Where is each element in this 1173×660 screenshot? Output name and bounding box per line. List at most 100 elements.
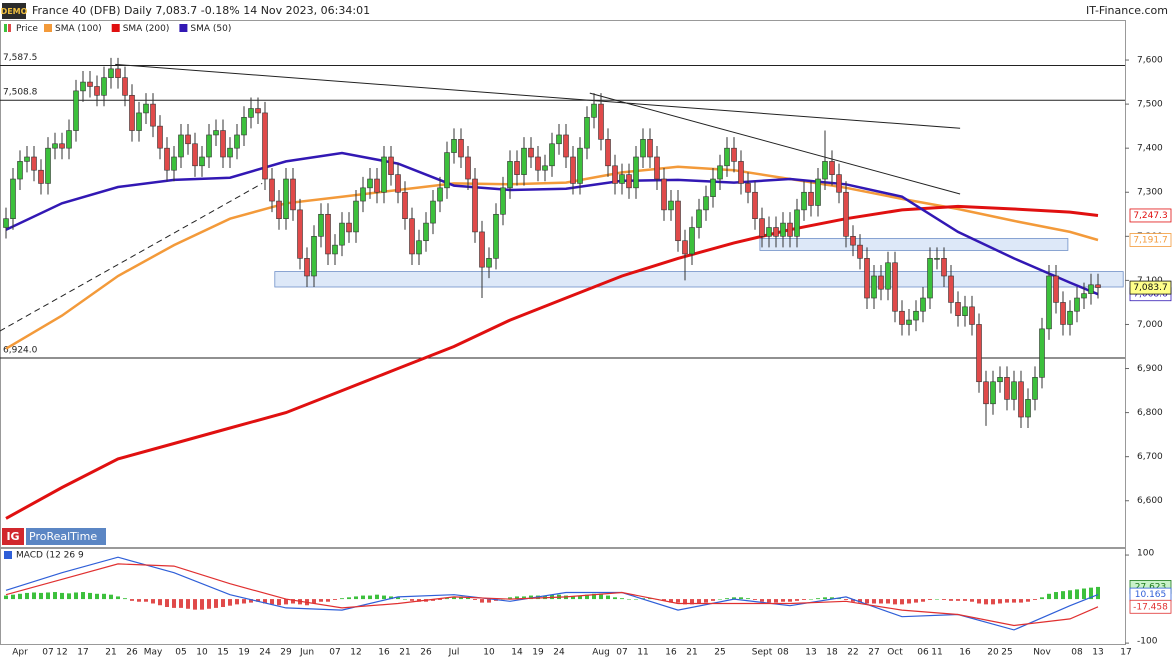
x-tick-label: Jul — [448, 648, 460, 658]
histogram-bar — [970, 599, 974, 602]
sma-line — [5, 151, 1099, 296]
x-tick-label: 26 — [126, 648, 138, 658]
candle-body — [885, 262, 891, 290]
histogram-bar — [221, 599, 225, 608]
histogram-bar — [676, 599, 680, 603]
histogram-bar — [935, 599, 939, 600]
candle-body — [703, 196, 709, 211]
histogram-bar — [907, 599, 911, 604]
legend-label: SMA (200) — [123, 24, 170, 34]
candle-body — [409, 218, 415, 255]
candle-body — [52, 143, 58, 149]
histogram-bar — [242, 599, 246, 604]
candle-body — [934, 258, 940, 260]
histogram-bar — [1026, 599, 1030, 602]
histogram-bar — [200, 599, 204, 610]
x-tick-label: 17 — [77, 648, 88, 658]
candle-body — [479, 231, 485, 268]
candle-body — [773, 227, 779, 237]
histogram-bar — [648, 598, 652, 600]
candle-body — [941, 258, 947, 277]
candle-body — [780, 222, 786, 237]
candle-body — [864, 258, 870, 299]
x-tick-label: Aug — [592, 648, 610, 658]
x-tick-label: 16 — [378, 648, 390, 658]
x-tick-label: 14 — [511, 648, 523, 658]
x-tick-label: 05 — [175, 648, 186, 658]
y-tick-label: 7,000 — [1137, 320, 1163, 330]
candle-body — [444, 152, 450, 189]
candle-body — [948, 275, 954, 303]
candle-body — [990, 381, 996, 405]
histogram-bar — [697, 599, 701, 604]
histogram-bar — [774, 599, 778, 603]
x-tick-label: 19 — [238, 648, 250, 658]
histogram-bar — [1033, 599, 1037, 600]
candle-body — [689, 227, 695, 255]
histogram-bar — [515, 596, 519, 600]
candle-body — [122, 77, 128, 96]
histogram-bar — [795, 599, 799, 601]
histogram-bar — [214, 599, 218, 608]
candle-body — [248, 108, 254, 118]
candle-body — [962, 306, 968, 316]
histogram-bar — [592, 593, 596, 600]
candle-body — [654, 156, 660, 180]
candle-body — [1011, 381, 1017, 400]
y-tick-label: 6,800 — [1137, 408, 1163, 418]
histogram-bar — [249, 599, 253, 603]
candle-body — [500, 187, 506, 215]
candle-body — [38, 169, 44, 184]
candle-body — [297, 209, 303, 259]
candle-body — [1067, 310, 1073, 325]
logo-icon: IG — [6, 530, 19, 543]
histogram-bar — [4, 595, 8, 600]
candle-body — [955, 302, 961, 316]
histogram-bar — [396, 597, 400, 600]
histogram-bar — [291, 599, 295, 604]
macd-line — [5, 563, 1099, 627]
histogram-bar — [88, 592, 92, 600]
candle-body — [472, 178, 478, 233]
x-tick-label: 18 — [826, 648, 838, 658]
histogram-bar — [613, 597, 617, 600]
candle-body — [724, 147, 730, 167]
x-tick-label: 17 — [1120, 648, 1131, 658]
histogram-bar — [837, 598, 841, 600]
histogram-value: 27.623 — [1135, 582, 1167, 592]
histogram-bar — [879, 599, 883, 604]
histogram-bar — [256, 599, 260, 602]
candle-body — [710, 178, 716, 197]
legend-label: Price — [16, 24, 38, 34]
histogram-bar — [844, 599, 848, 600]
trendline — [115, 63, 961, 129]
candle-body — [374, 178, 380, 193]
histogram-bar — [949, 599, 953, 601]
candle-body — [892, 262, 898, 312]
candle-body — [157, 125, 163, 149]
panel-title: MACD (12 26 9 — [16, 551, 84, 561]
macd-value: 10.165 — [1135, 590, 1167, 600]
candle-body — [633, 156, 639, 189]
x-tick-label: Apr — [12, 648, 28, 658]
candle-body — [647, 139, 653, 158]
candle-body — [458, 139, 464, 158]
candle-body — [395, 174, 401, 193]
candle-body — [997, 377, 1003, 383]
candle-body — [822, 161, 828, 180]
histogram-bar — [102, 593, 106, 600]
candle-body — [857, 244, 863, 259]
candle-body — [486, 258, 492, 268]
histogram-bar — [1089, 587, 1093, 600]
x-tick-label: 27 — [868, 648, 879, 658]
histogram-bar — [389, 596, 393, 600]
x-tick-label: 16 — [959, 648, 971, 658]
histogram-bar — [669, 599, 673, 603]
price-value: 7,083.7 — [1133, 283, 1167, 293]
histogram-bar — [487, 599, 491, 603]
legend-swatch — [179, 24, 188, 32]
histogram-bar — [522, 596, 526, 600]
histogram-bar — [53, 592, 57, 600]
histogram-bar — [914, 599, 918, 603]
